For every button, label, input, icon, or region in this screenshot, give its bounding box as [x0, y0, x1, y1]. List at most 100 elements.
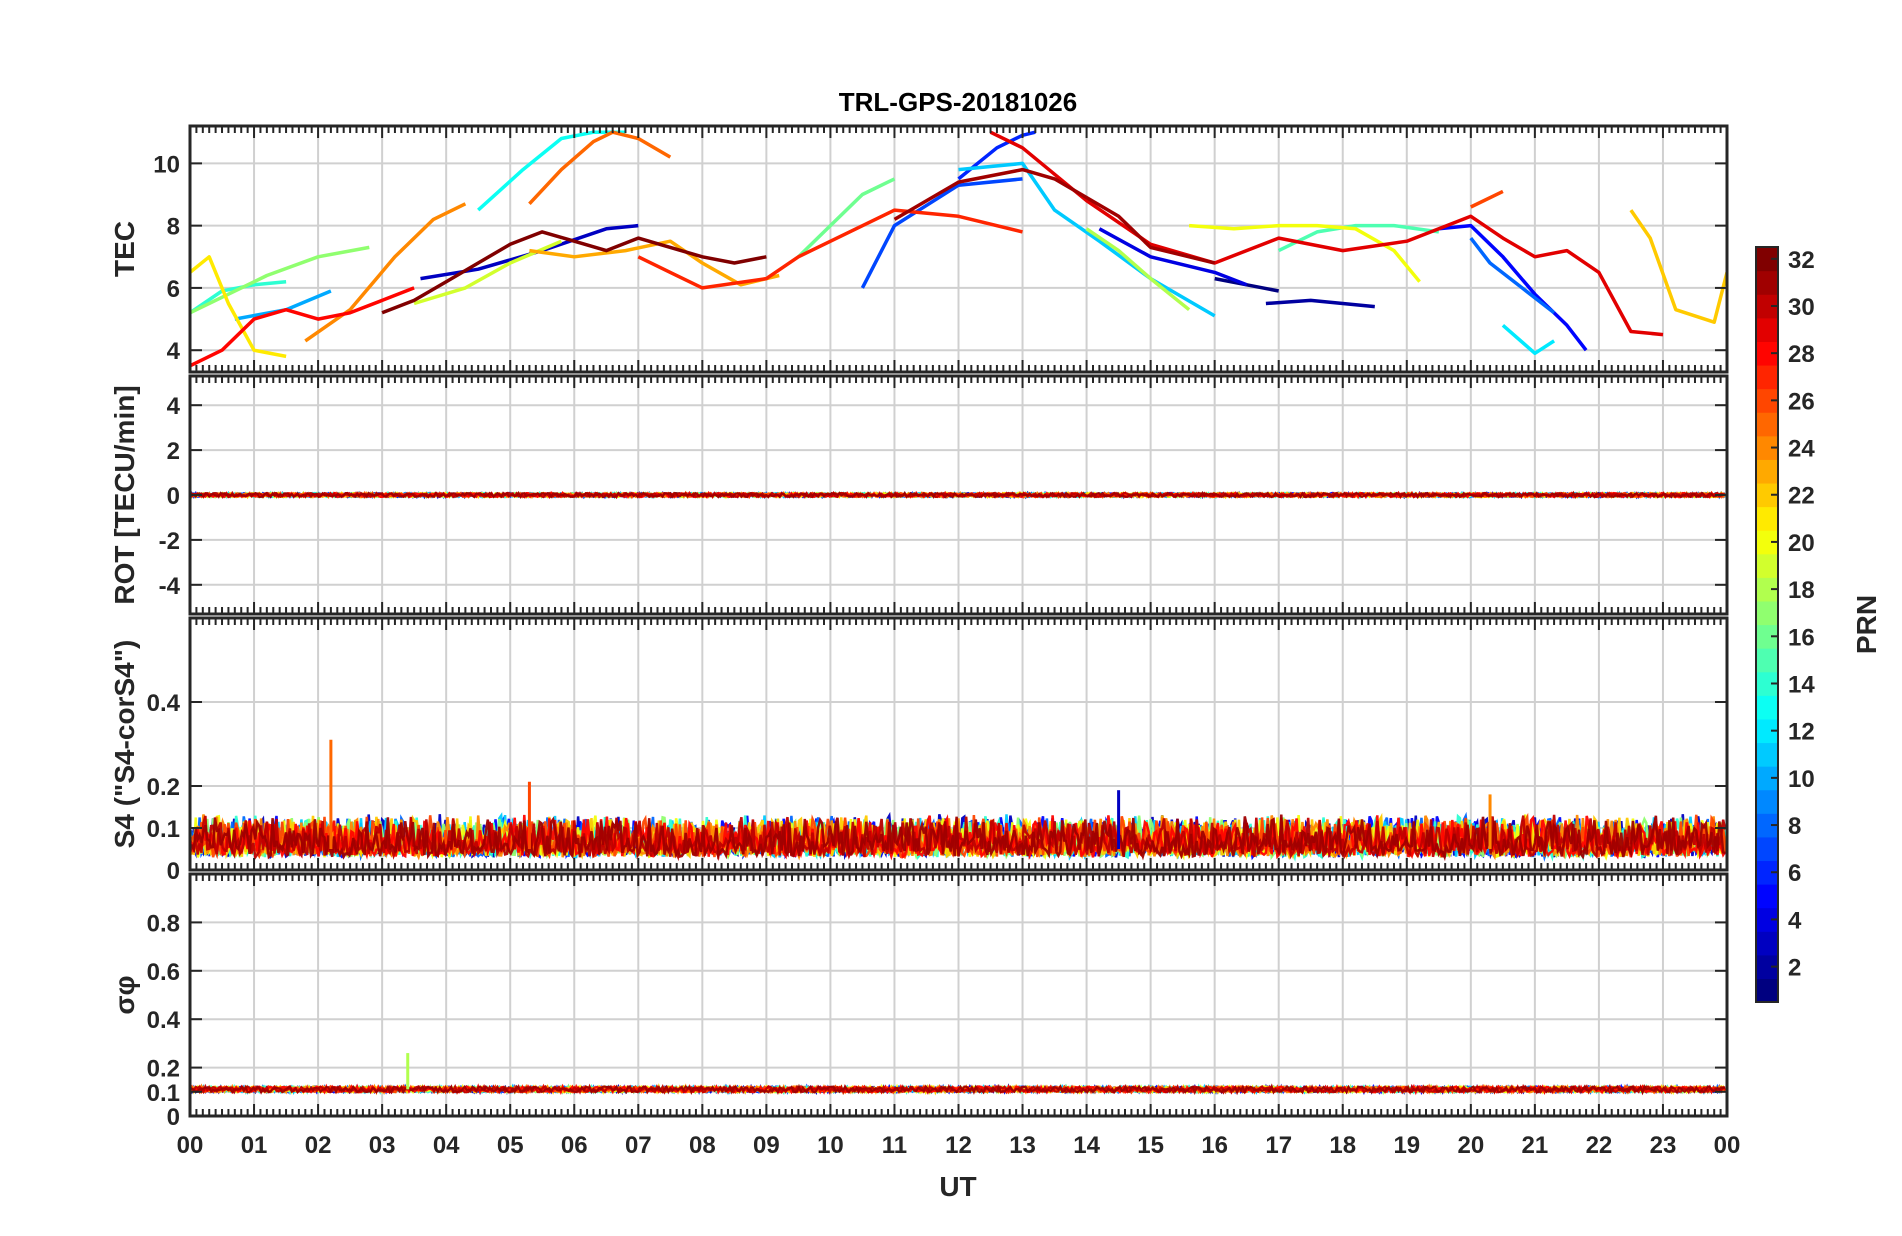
y-tick-label: 8 — [167, 214, 180, 241]
tec-series-prn-6 — [957, 130, 1036, 181]
x-tick-label: 21 — [1522, 1132, 1549, 1159]
y-tick-label: 0.2 — [147, 774, 180, 801]
colorbar-segment — [1756, 600, 1778, 626]
colorbar-tick-label: 10 — [1788, 766, 1815, 793]
colorbar-tick-label: 8 — [1788, 813, 1801, 840]
tec-series-prn-2 — [1265, 298, 1375, 309]
colorbar-segment — [1756, 294, 1778, 319]
tec-series-prn-4 — [1098, 227, 1248, 287]
colorbar-segment — [1756, 813, 1778, 838]
colorbar-segment — [1756, 459, 1778, 484]
x-tick-label: 00 — [177, 1132, 204, 1159]
y-axis-label: ROT [TECU/min] — [109, 385, 140, 604]
colorbar-segment — [1756, 766, 1778, 791]
y-tick-label: 0.4 — [147, 690, 181, 717]
y-tick-label: 0 — [167, 858, 180, 885]
x-tick-label: 01 — [241, 1132, 268, 1159]
colorbar-tick-label: 2 — [1788, 955, 1801, 982]
x-tick-label: 19 — [1393, 1132, 1420, 1159]
x-tick-label: 06 — [561, 1132, 588, 1159]
x-tick-label: 11 — [882, 1132, 907, 1159]
colorbar-tick-label: 18 — [1788, 577, 1815, 604]
x-tick-label: 02 — [305, 1132, 332, 1159]
chart-title: TRL-GPS-20181026 — [839, 87, 1077, 117]
tec-series-prn-24 — [304, 202, 467, 343]
noise-series-prn-31 — [190, 814, 1726, 862]
colorbar-segment — [1756, 907, 1778, 932]
tec-series-prn-27 — [637, 208, 1023, 290]
tec-series-prn-31 — [893, 167, 1216, 265]
noise-series-prn-31 — [190, 490, 1726, 500]
tec-series-prn-14 — [190, 279, 287, 315]
colorbar-segment — [1756, 954, 1778, 980]
colorbar-segment — [1756, 482, 1778, 508]
tec-series-prn-13 — [477, 130, 626, 212]
y-tick-label: 0 — [167, 1104, 180, 1131]
panel-4: 00.10.2 0.4 0.6 0.8 σφ — [109, 872, 1729, 1131]
x-tick-label: 08 — [689, 1132, 716, 1159]
tec-series-prn-12 — [1501, 323, 1556, 356]
panel-data — [190, 130, 1727, 368]
colorbar-tick-label: 32 — [1788, 247, 1815, 274]
colorbar-frame — [1755, 246, 1779, 1003]
y-axis-label: S4 ("S4-corS4") — [109, 640, 140, 849]
colorbar-segment — [1756, 364, 1778, 390]
colorbar-tick-label: 4 — [1788, 907, 1802, 934]
tec-series-prn-15 — [1277, 223, 1440, 253]
tec-series-prn-21 — [190, 255, 287, 359]
colorbar-segment — [1756, 860, 1778, 885]
colorbar-segment — [1756, 270, 1778, 295]
tec-series-prn-25 — [528, 130, 672, 205]
x-tick-label: 03 — [369, 1132, 396, 1159]
y-tick-label: 10 — [153, 151, 180, 178]
x-tick-label: 23 — [1650, 1132, 1677, 1159]
colorbar-tick-label: 14 — [1788, 671, 1815, 698]
tec-series-prn-11 — [958, 161, 1216, 318]
colorbar-segment — [1756, 931, 1778, 956]
colorbar-tick-label: 26 — [1788, 388, 1815, 415]
x-tick-label: 20 — [1457, 1132, 1484, 1159]
colorbar-segment — [1756, 718, 1778, 744]
x-tick-label: 12 — [945, 1132, 972, 1159]
y-tick-label: 0.4 — [147, 1007, 181, 1034]
tec-series-prn-22 — [1629, 209, 1727, 324]
colorbar-segment — [1756, 836, 1778, 862]
x-tick-label: 04 — [433, 1132, 460, 1159]
tec-series-prn-20 — [1188, 223, 1421, 283]
tec-series-prn-32 — [381, 230, 767, 315]
colorbar-tick-label: 20 — [1788, 530, 1815, 557]
colorbar-tick-label: 12 — [1788, 719, 1815, 746]
colorbar-segment — [1756, 317, 1778, 342]
tec-series-prn-7 — [860, 177, 1023, 289]
x-tick-label: 15 — [1137, 1132, 1164, 1159]
colorbar-tick-label: 30 — [1788, 294, 1815, 321]
y-tick-label: 4 — [167, 393, 181, 420]
colorbar-segment — [1756, 412, 1778, 437]
x-tick-label: 18 — [1329, 1132, 1356, 1159]
colorbar-segment — [1756, 648, 1778, 673]
x-tick-label: 09 — [753, 1132, 780, 1159]
colorbar-segment — [1756, 506, 1778, 531]
x-axis-label: UT — [939, 1171, 976, 1202]
colorbar-tick-label: 24 — [1788, 436, 1815, 463]
y-tick-label: 2 — [167, 438, 180, 465]
colorbar-tick-label: 28 — [1788, 341, 1815, 368]
tec-series-prn-16 — [797, 177, 896, 259]
colorbar-tick-label: 6 — [1788, 860, 1801, 887]
colorbar-segment — [1756, 435, 1778, 460]
panel-3: 0 0.1 0.2 0.4 S4 ("S4-corS4") — [109, 616, 1729, 885]
colorbar-segment — [1756, 789, 1778, 814]
tec-series-prn-26 — [1470, 189, 1504, 209]
y-axis-label: σφ — [109, 975, 140, 1014]
colorbar-segment — [1756, 671, 1778, 696]
x-tick-label: 16 — [1201, 1132, 1228, 1159]
colorbar-segment — [1756, 388, 1778, 413]
colorbar-label: PRN — [1851, 595, 1882, 654]
tec-series-prn-8 — [1469, 237, 1556, 315]
tec-series-prn-29 — [989, 130, 1664, 337]
x-tick-label: 13 — [1009, 1132, 1036, 1159]
colorbar-segment — [1756, 577, 1778, 602]
